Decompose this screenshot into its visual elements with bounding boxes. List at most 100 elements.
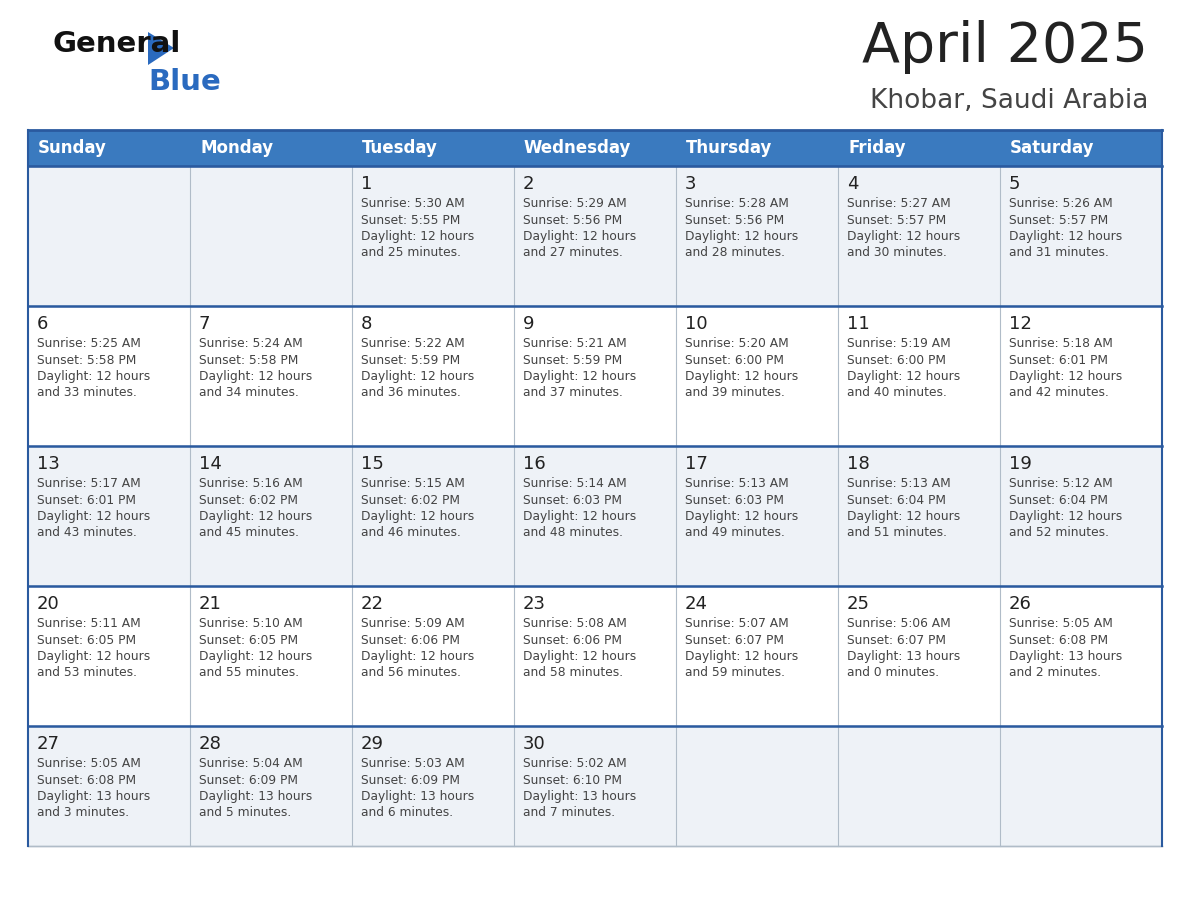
Text: Sunset: 6:02 PM: Sunset: 6:02 PM xyxy=(361,494,460,507)
Text: and 37 minutes.: and 37 minutes. xyxy=(523,386,623,399)
Text: Sunset: 6:10 PM: Sunset: 6:10 PM xyxy=(523,774,623,787)
Text: Sunset: 6:07 PM: Sunset: 6:07 PM xyxy=(847,633,946,646)
Text: 14: 14 xyxy=(200,455,222,473)
Text: 6: 6 xyxy=(37,315,49,333)
Text: Daylight: 13 hours: Daylight: 13 hours xyxy=(37,790,150,803)
Polygon shape xyxy=(148,32,173,65)
Bar xyxy=(29,166,1162,306)
Text: Sunrise: 5:10 AM: Sunrise: 5:10 AM xyxy=(200,617,303,630)
Text: and 27 minutes.: and 27 minutes. xyxy=(523,247,623,260)
Text: Sunrise: 5:28 AM: Sunrise: 5:28 AM xyxy=(685,197,789,210)
Text: and 58 minutes.: and 58 minutes. xyxy=(523,666,624,679)
Text: Saturday: Saturday xyxy=(1010,139,1094,157)
Text: Sunset: 6:03 PM: Sunset: 6:03 PM xyxy=(685,494,784,507)
Text: Sunday: Sunday xyxy=(38,139,107,157)
Text: 10: 10 xyxy=(685,315,708,333)
Text: and 25 minutes.: and 25 minutes. xyxy=(361,247,461,260)
Text: Sunset: 6:04 PM: Sunset: 6:04 PM xyxy=(1009,494,1108,507)
Text: Sunrise: 5:11 AM: Sunrise: 5:11 AM xyxy=(37,617,140,630)
Text: and 28 minutes.: and 28 minutes. xyxy=(685,247,785,260)
Text: Sunrise: 5:05 AM: Sunrise: 5:05 AM xyxy=(1009,617,1113,630)
Text: Sunrise: 5:18 AM: Sunrise: 5:18 AM xyxy=(1009,337,1113,350)
Text: Sunrise: 5:12 AM: Sunrise: 5:12 AM xyxy=(1009,477,1113,490)
Text: Daylight: 12 hours: Daylight: 12 hours xyxy=(847,370,960,383)
Text: Sunset: 5:56 PM: Sunset: 5:56 PM xyxy=(685,214,784,227)
Text: and 39 minutes.: and 39 minutes. xyxy=(685,386,785,399)
Text: Sunset: 6:01 PM: Sunset: 6:01 PM xyxy=(37,494,135,507)
Text: Sunrise: 5:17 AM: Sunrise: 5:17 AM xyxy=(37,477,140,490)
Text: Daylight: 12 hours: Daylight: 12 hours xyxy=(37,650,150,663)
Text: Sunrise: 5:29 AM: Sunrise: 5:29 AM xyxy=(523,197,627,210)
Text: 23: 23 xyxy=(523,595,546,613)
Text: Sunset: 5:56 PM: Sunset: 5:56 PM xyxy=(523,214,623,227)
Text: Sunrise: 5:19 AM: Sunrise: 5:19 AM xyxy=(847,337,950,350)
Text: 2: 2 xyxy=(523,175,535,193)
Text: and 0 minutes.: and 0 minutes. xyxy=(847,666,940,679)
Text: Daylight: 12 hours: Daylight: 12 hours xyxy=(1009,370,1123,383)
Text: Sunset: 6:02 PM: Sunset: 6:02 PM xyxy=(200,494,298,507)
Text: and 48 minutes.: and 48 minutes. xyxy=(523,527,623,540)
Text: Monday: Monday xyxy=(200,139,273,157)
Text: and 34 minutes.: and 34 minutes. xyxy=(200,386,299,399)
Text: Sunrise: 5:08 AM: Sunrise: 5:08 AM xyxy=(523,617,627,630)
Text: 19: 19 xyxy=(1009,455,1032,473)
Text: Sunrise: 5:06 AM: Sunrise: 5:06 AM xyxy=(847,617,950,630)
Text: 11: 11 xyxy=(847,315,870,333)
Text: and 36 minutes.: and 36 minutes. xyxy=(361,386,461,399)
Text: Sunset: 5:58 PM: Sunset: 5:58 PM xyxy=(200,353,298,366)
Text: and 56 minutes.: and 56 minutes. xyxy=(361,666,461,679)
Text: 20: 20 xyxy=(37,595,59,613)
Text: Sunset: 5:57 PM: Sunset: 5:57 PM xyxy=(1009,214,1108,227)
Text: Daylight: 12 hours: Daylight: 12 hours xyxy=(685,650,798,663)
Text: and 30 minutes.: and 30 minutes. xyxy=(847,247,947,260)
Text: 29: 29 xyxy=(361,735,384,753)
Text: 17: 17 xyxy=(685,455,708,473)
Text: Sunrise: 5:27 AM: Sunrise: 5:27 AM xyxy=(847,197,950,210)
Text: and 52 minutes.: and 52 minutes. xyxy=(1009,527,1110,540)
Text: Sunrise: 5:03 AM: Sunrise: 5:03 AM xyxy=(361,757,465,770)
Text: Sunrise: 5:20 AM: Sunrise: 5:20 AM xyxy=(685,337,789,350)
Text: 8: 8 xyxy=(361,315,372,333)
Text: 12: 12 xyxy=(1009,315,1032,333)
Text: and 3 minutes.: and 3 minutes. xyxy=(37,807,129,820)
Text: Daylight: 12 hours: Daylight: 12 hours xyxy=(37,510,150,523)
Text: General: General xyxy=(52,30,181,58)
Text: Daylight: 12 hours: Daylight: 12 hours xyxy=(200,650,312,663)
Text: Sunrise: 5:02 AM: Sunrise: 5:02 AM xyxy=(523,757,627,770)
Text: Daylight: 12 hours: Daylight: 12 hours xyxy=(523,370,637,383)
Bar xyxy=(29,726,1162,846)
Text: Sunset: 6:05 PM: Sunset: 6:05 PM xyxy=(200,633,298,646)
Text: 7: 7 xyxy=(200,315,210,333)
Text: Thursday: Thursday xyxy=(685,139,772,157)
Text: 16: 16 xyxy=(523,455,545,473)
Text: 22: 22 xyxy=(361,595,384,613)
Text: Sunset: 5:55 PM: Sunset: 5:55 PM xyxy=(361,214,461,227)
Text: Sunset: 6:00 PM: Sunset: 6:00 PM xyxy=(685,353,784,366)
Text: Sunrise: 5:25 AM: Sunrise: 5:25 AM xyxy=(37,337,141,350)
Text: and 31 minutes.: and 31 minutes. xyxy=(1009,247,1108,260)
Text: Sunrise: 5:07 AM: Sunrise: 5:07 AM xyxy=(685,617,789,630)
Bar xyxy=(29,306,1162,446)
Text: Daylight: 12 hours: Daylight: 12 hours xyxy=(1009,510,1123,523)
Text: and 46 minutes.: and 46 minutes. xyxy=(361,527,461,540)
Text: 18: 18 xyxy=(847,455,870,473)
Text: Daylight: 12 hours: Daylight: 12 hours xyxy=(200,510,312,523)
Text: Sunrise: 5:05 AM: Sunrise: 5:05 AM xyxy=(37,757,141,770)
Text: 4: 4 xyxy=(847,175,859,193)
Text: Daylight: 13 hours: Daylight: 13 hours xyxy=(847,650,960,663)
Text: Sunrise: 5:15 AM: Sunrise: 5:15 AM xyxy=(361,477,465,490)
Text: Daylight: 12 hours: Daylight: 12 hours xyxy=(1009,230,1123,243)
Text: Sunset: 6:07 PM: Sunset: 6:07 PM xyxy=(685,633,784,646)
Text: 9: 9 xyxy=(523,315,535,333)
Text: Daylight: 12 hours: Daylight: 12 hours xyxy=(37,370,150,383)
Text: Daylight: 12 hours: Daylight: 12 hours xyxy=(847,510,960,523)
Text: and 40 minutes.: and 40 minutes. xyxy=(847,386,947,399)
Text: Blue: Blue xyxy=(148,68,221,96)
Text: 24: 24 xyxy=(685,595,708,613)
Text: Sunset: 5:59 PM: Sunset: 5:59 PM xyxy=(361,353,460,366)
Text: and 51 minutes.: and 51 minutes. xyxy=(847,527,947,540)
Text: Sunset: 6:00 PM: Sunset: 6:00 PM xyxy=(847,353,946,366)
Bar xyxy=(29,130,1162,166)
Text: 26: 26 xyxy=(1009,595,1032,613)
Text: Sunset: 6:01 PM: Sunset: 6:01 PM xyxy=(1009,353,1108,366)
